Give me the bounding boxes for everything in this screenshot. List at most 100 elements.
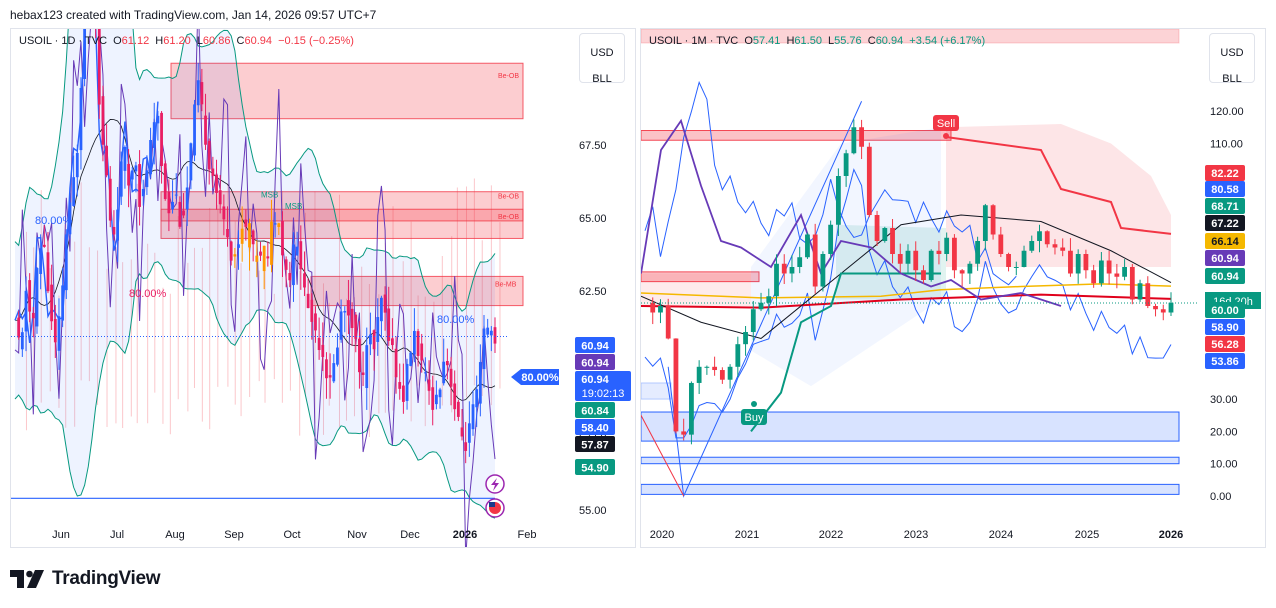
daily-candle-body	[277, 223, 281, 228]
monthly-candle-body	[1106, 260, 1112, 274]
be-ob-label-4: Be-OB	[498, 214, 519, 221]
daily-candle-body	[226, 229, 229, 238]
tradingview-logo[interactable]: TradingView	[10, 568, 161, 590]
monthly-candle-body	[1098, 260, 1104, 284]
daily-candle-body	[416, 331, 420, 356]
monthly-candle-body	[1052, 244, 1058, 248]
monthly-currency-unit-button[interactable]: USD BLL	[1209, 33, 1255, 85]
monthly-candle-body	[1091, 270, 1097, 284]
sell-signal-bg	[933, 115, 959, 131]
monthly-candle-body	[719, 370, 725, 380]
blue-cloud	[751, 127, 941, 387]
monthly-candle-body	[890, 228, 895, 254]
daily-candle-body	[222, 206, 226, 220]
daily-tag-6084: 60.84	[581, 406, 609, 418]
blue-demand-zone-2	[641, 456, 1180, 465]
fib-label-1: 80.00%	[35, 215, 73, 227]
monthly-candle-body	[1114, 273, 1120, 277]
daily-candle-body	[182, 210, 185, 216]
daily-chart-pane[interactable]: USOIL · 1D · TVC O61.12 H61.20 L60.86 C6…	[10, 28, 636, 548]
monthly-candle-body	[851, 127, 857, 154]
monthly-candle-body	[882, 228, 888, 241]
monthly-candle-body	[1060, 247, 1066, 251]
daily-candle-body	[31, 312, 35, 319]
tradingview-logo-text: TradingView	[52, 568, 161, 589]
daily-candle-body	[438, 389, 442, 398]
daily-candle-body	[464, 442, 468, 451]
monthly-y-tick: 10.00	[1210, 459, 1238, 471]
monthly-candle-body	[835, 176, 841, 225]
monthly-candle-body	[1075, 254, 1081, 274]
dark-ma	[641, 214, 1172, 340]
daily-candle-body	[299, 241, 303, 270]
daily-candle-body	[163, 163, 167, 200]
daily-candle-body	[347, 300, 350, 316]
blue-demand-zone-3	[641, 483, 1180, 495]
monthly-y-tick: 0.00	[1210, 491, 1231, 503]
daily-y-tick: 67.50	[579, 140, 607, 152]
monthly-candle-body	[812, 234, 818, 287]
monthly-candle-body	[975, 241, 981, 264]
daily-candle-body	[240, 228, 244, 244]
daily-candle-body	[83, 29, 87, 79]
be-ob-zone-4	[160, 208, 524, 239]
daily-change: −0.15 (−0.25%)	[278, 35, 354, 47]
monthly-candle-body	[952, 237, 957, 271]
blue-demand-zone-4	[641, 382, 672, 400]
daily-candle-body	[467, 423, 471, 443]
daily-y-tick: 65.00	[579, 213, 607, 225]
daily-candle-body	[273, 223, 277, 225]
daily-candle-body	[482, 328, 486, 370]
daily-high-label: H	[155, 35, 164, 47]
daily-candle-body	[493, 327, 497, 344]
daily-tag-6094-b-bg	[575, 354, 615, 370]
monthly-candle-body	[998, 234, 1004, 254]
pink-region	[641, 273, 751, 306]
daily-candle-body	[365, 345, 369, 389]
monthly-candle-body	[1013, 267, 1019, 268]
daily-candle-body	[112, 226, 116, 235]
monthly-change: +3.54 (+6.17%)	[909, 35, 986, 47]
daily-candle-body	[215, 174, 218, 193]
us-flag-icon-canton	[489, 502, 495, 507]
purple-indicator-line	[14, 29, 496, 547]
daily-candle-body	[486, 327, 490, 335]
monthly-candle-body	[789, 267, 795, 274]
daily-candle-body	[204, 115, 207, 145]
daily-candle-body	[475, 389, 479, 408]
daily-candle-body	[456, 401, 460, 417]
daily-candle-body	[336, 347, 339, 365]
monthly-candle-body	[921, 270, 926, 280]
daily-candle-body	[101, 96, 105, 145]
daily-currency-unit-button[interactable]: USD BLL	[579, 33, 625, 85]
monthly-candle-body	[866, 146, 872, 215]
monthly-tag-bg	[1205, 302, 1245, 318]
bearish-cloud	[946, 124, 1171, 267]
daily-candle-body	[39, 248, 43, 274]
monthly-price-tag: 60.94	[1211, 253, 1239, 265]
monthly-x-tick: 2023	[904, 529, 928, 541]
monthly-band-upper	[644, 80, 1017, 286]
daily-candle-body	[123, 146, 127, 171]
daily-candle-body	[262, 245, 266, 272]
daily-open-label: O	[113, 35, 122, 47]
daily-low-label: L	[196, 35, 203, 47]
fib-80-tag: 80.00%	[521, 372, 559, 384]
daily-candle-body	[64, 234, 68, 291]
monthly-candle-body	[805, 234, 810, 258]
daily-candle-body	[35, 268, 39, 327]
monthly-chart-pane[interactable]: USOIL · 1M · TVC O57.41 H61.50 L55.76 C6…	[640, 28, 1266, 548]
monthly-price-tag: 82.22	[1211, 168, 1239, 180]
fib-label-3: 80.00%	[437, 314, 475, 326]
daily-candle-body	[449, 368, 453, 387]
sell-signal-label: Sell	[937, 118, 955, 130]
daily-candle-body	[288, 273, 292, 281]
monthly-y-tick: 30.00	[1210, 394, 1238, 406]
daily-tag-5840: 58.40	[581, 423, 609, 435]
daily-candle-body	[127, 163, 130, 186]
monthly-candle-body	[959, 270, 965, 274]
monthly-tag-bg	[1205, 250, 1245, 266]
daily-candle-body	[149, 140, 152, 175]
